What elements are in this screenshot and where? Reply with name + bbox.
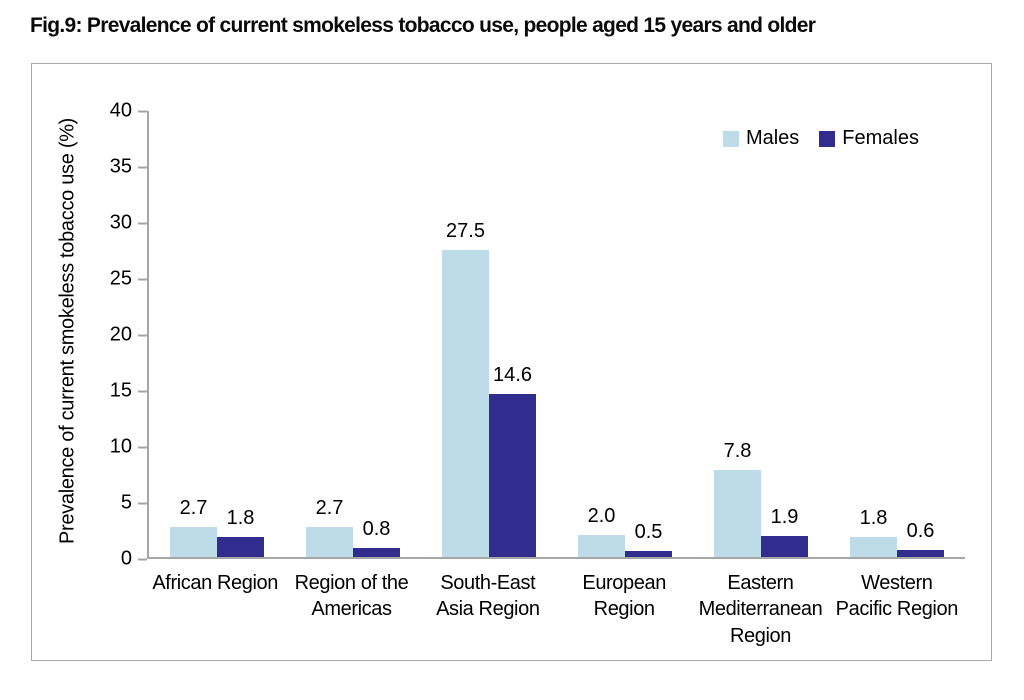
x-tick-label-4: Eastern Mediterranean Region xyxy=(698,572,823,647)
y-tick-mark xyxy=(138,166,147,168)
legend-item-males: Males xyxy=(722,127,800,150)
bar-males-2: 27.5 xyxy=(442,220,489,557)
y-tick-mark xyxy=(138,390,147,392)
bar-females-4: 1.9 xyxy=(761,506,808,557)
x-tick-label-3: European Region xyxy=(582,572,666,621)
bar-females-1: 0.8 xyxy=(353,518,400,557)
bar-males-3: 2.0 xyxy=(578,505,625,557)
bar-value-label: 14.6 xyxy=(493,364,532,387)
bar-group-0: 2.7 1.8 xyxy=(149,111,285,557)
bar-females-5: 0.6 xyxy=(897,520,944,557)
bar-value-label: 0.8 xyxy=(362,518,391,541)
bar-value-label: 27.5 xyxy=(446,220,485,243)
bar-value-label: 7.8 xyxy=(723,440,752,463)
y-tick-mark xyxy=(138,222,147,224)
y-tick-mark xyxy=(138,278,147,280)
y-tick-0: 0 xyxy=(121,548,147,571)
y-tick-mark xyxy=(138,110,147,112)
y-tick-label: 0 xyxy=(120,547,132,570)
legend-label: Males xyxy=(745,127,800,149)
bar-value-label: 1.9 xyxy=(770,505,799,528)
bar-females-2: 14.6 xyxy=(489,364,536,557)
bar-value-label: 1.8 xyxy=(226,506,255,529)
y-tick-label: 40 xyxy=(109,99,132,122)
bar-males-5: 1.8 xyxy=(850,507,897,557)
x-tick-label-0: African Region xyxy=(152,572,278,594)
x-tick-label-5: Western Pacific Region xyxy=(835,572,959,621)
bar-group-1: 2.7 0.8 xyxy=(285,111,421,557)
bar-females-0: 1.8 xyxy=(217,507,264,557)
y-tick-5: 5 xyxy=(121,492,147,515)
bar-males-4: 7.8 xyxy=(714,440,761,557)
y-tick-mark xyxy=(138,502,147,504)
bar-females-3: 0.5 xyxy=(625,521,672,557)
legend-swatch-females xyxy=(819,130,836,147)
figure-title: Fig.9: Prevalence of current smokeless t… xyxy=(30,14,816,37)
legend-swatch-males xyxy=(722,130,739,147)
bar-group-5: 1.8 0.6 xyxy=(829,111,965,557)
x-tick-label-2: South-East Asia Region xyxy=(436,572,540,621)
y-tick-label: 30 xyxy=(109,211,132,234)
y-axis: 0 5 10 15 20 25 30 35 40 xyxy=(32,100,147,570)
y-tick-mark xyxy=(138,334,147,336)
y-tick-40: 40 xyxy=(110,100,147,123)
y-tick-label: 35 xyxy=(109,155,132,178)
x-tick-label-1: Region of the Americas xyxy=(294,572,409,621)
y-tick-label: 5 xyxy=(120,491,132,514)
y-tick-10: 10 xyxy=(110,436,147,459)
y-tick-label: 10 xyxy=(109,435,132,458)
y-tick-mark xyxy=(138,558,147,560)
bar-value-label: 0.6 xyxy=(906,520,935,543)
bar-value-label: 2.7 xyxy=(315,496,344,519)
legend-item-females: Females xyxy=(819,127,919,150)
plot-area: Males Females 2.7 1.8 2.7 0.8 27.5 14.6 2.0 0.5 7… xyxy=(147,111,965,559)
bar-group-3: 2.0 0.5 xyxy=(557,111,693,557)
x-axis-labels: African Region Region of the Americas Sout… xyxy=(147,570,965,649)
bar-value-label: 0.5 xyxy=(634,521,663,544)
legend: Males Females xyxy=(722,127,919,150)
y-tick-label: 20 xyxy=(109,323,132,346)
bar-value-label: 1.8 xyxy=(859,506,888,529)
y-tick-label: 15 xyxy=(109,379,132,402)
y-tick-30: 30 xyxy=(110,212,147,235)
y-tick-35: 35 xyxy=(110,156,147,179)
bar-value-label: 2.7 xyxy=(179,496,208,519)
y-tick-mark xyxy=(138,446,147,448)
bar-males-0: 2.7 xyxy=(170,497,217,557)
bar-group-2: 27.5 14.6 xyxy=(421,111,557,557)
y-tick-label: 25 xyxy=(109,267,132,290)
bar-value-label: 2.0 xyxy=(587,504,616,527)
y-tick-20: 20 xyxy=(110,324,147,347)
bar-males-1: 2.7 xyxy=(306,497,353,557)
y-tick-15: 15 xyxy=(110,380,147,403)
legend-label: Females xyxy=(842,127,919,149)
bar-group-4: 7.8 1.9 xyxy=(693,111,829,557)
chart-frame: Prevalence of current smokeless tobacco … xyxy=(31,63,992,661)
y-tick-25: 25 xyxy=(110,268,147,291)
